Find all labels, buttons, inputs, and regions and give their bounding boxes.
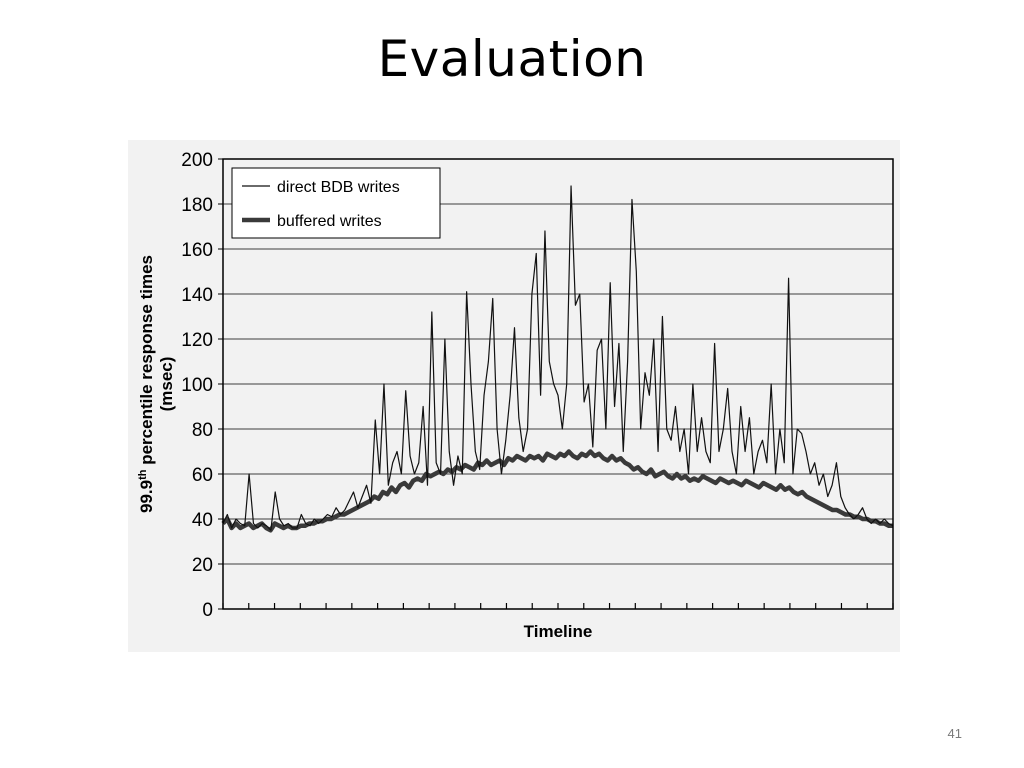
chart-svg: 0 20 40 60 80 100 120 140 160 180 200 99.9th perce…: [137, 150, 894, 641]
y-tick-label: 180: [181, 195, 213, 216]
series-line-direct-bdb-writes: [222, 185, 894, 531]
y-tick-label: 0: [202, 600, 213, 621]
chart-figure: 0 20 40 60 80 100 120 140 160 180 200 99.9th perce…: [128, 140, 900, 652]
legend-label-buffered: buffered writes: [277, 213, 382, 230]
y-tick-label: 140: [181, 285, 213, 306]
y-axis-label-line1: 99.9th percentile response times: [137, 255, 156, 513]
y-tick-label: 100: [181, 375, 213, 396]
y-tick-label: 200: [181, 150, 213, 171]
page-number: 41: [947, 726, 962, 741]
series-line-buffered-writes: [221, 449, 893, 533]
y-axis-label-number: 99.9: [137, 480, 156, 513]
legend: direct BDB writes buffered writes: [231, 167, 441, 239]
y-tick-label: 80: [192, 420, 213, 441]
y-axis-label-superscript: th: [137, 469, 149, 480]
y-tick-label: 60: [192, 465, 213, 486]
y-tick-label: 40: [192, 510, 213, 531]
grid-layer: [223, 203, 893, 565]
y-tick-label: 20: [192, 555, 213, 576]
x-axis-label: Timeline: [524, 622, 593, 641]
y-axis-label-line2: (msec): [157, 357, 176, 412]
y-tick-label: 160: [181, 240, 213, 261]
y-tick-labels: 0 20 40 60 80 100 120 140 160 180 200: [181, 150, 223, 621]
legend-box: [231, 167, 441, 239]
slide-title: Evaluation: [377, 30, 647, 88]
y-axis-label-rest: percentile response times: [137, 255, 156, 469]
series-layer: [221, 185, 894, 533]
legend-label-direct: direct BDB writes: [277, 179, 400, 196]
y-tick-label: 120: [181, 330, 213, 351]
x-tick-marks: [222, 603, 894, 609]
